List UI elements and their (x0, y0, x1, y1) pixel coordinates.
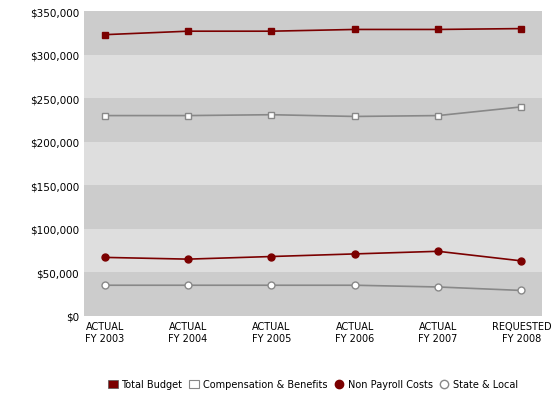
Bar (84, 55, 542, 99)
Bar (84, 142, 542, 186)
Bar (84, 99, 542, 142)
Bar (84, 229, 542, 273)
Bar (84, 273, 542, 316)
Bar (84, 186, 542, 229)
Bar (84, 12, 542, 55)
Legend: Total Budget, Compensation & Benefits, Non Payroll Costs, State & Local: Total Budget, Compensation & Benefits, N… (104, 375, 522, 393)
